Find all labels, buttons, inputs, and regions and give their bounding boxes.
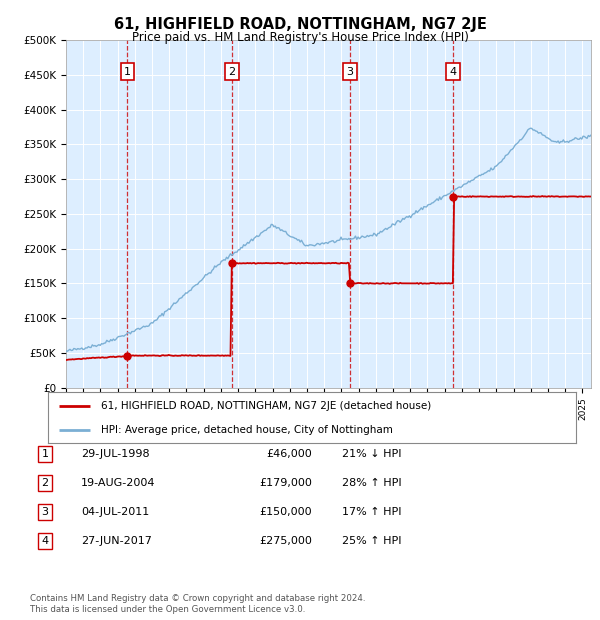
Text: £150,000: £150,000 <box>259 507 312 517</box>
Text: 3: 3 <box>347 66 353 76</box>
Text: 29-JUL-1998: 29-JUL-1998 <box>81 449 149 459</box>
Text: 19-AUG-2004: 19-AUG-2004 <box>81 478 155 488</box>
Text: 4: 4 <box>449 66 457 76</box>
Text: 27-JUN-2017: 27-JUN-2017 <box>81 536 152 546</box>
Text: 28% ↑ HPI: 28% ↑ HPI <box>342 478 401 488</box>
Text: 3: 3 <box>41 507 49 517</box>
Text: Price paid vs. HM Land Registry's House Price Index (HPI): Price paid vs. HM Land Registry's House … <box>131 31 469 44</box>
Text: £179,000: £179,000 <box>259 478 312 488</box>
Text: 61, HIGHFIELD ROAD, NOTTINGHAM, NG7 2JE: 61, HIGHFIELD ROAD, NOTTINGHAM, NG7 2JE <box>113 17 487 32</box>
Text: 1: 1 <box>41 449 49 459</box>
Text: 21% ↓ HPI: 21% ↓ HPI <box>342 449 401 459</box>
Text: Contains HM Land Registry data © Crown copyright and database right 2024.
This d: Contains HM Land Registry data © Crown c… <box>30 595 365 614</box>
Text: 4: 4 <box>41 536 49 546</box>
Text: 25% ↑ HPI: 25% ↑ HPI <box>342 536 401 546</box>
Text: 2: 2 <box>41 478 49 488</box>
Text: 61, HIGHFIELD ROAD, NOTTINGHAM, NG7 2JE (detached house): 61, HIGHFIELD ROAD, NOTTINGHAM, NG7 2JE … <box>101 401 431 411</box>
Text: HPI: Average price, detached house, City of Nottingham: HPI: Average price, detached house, City… <box>101 425 392 435</box>
Text: 1: 1 <box>124 66 131 76</box>
Text: 04-JUL-2011: 04-JUL-2011 <box>81 507 149 517</box>
Text: £275,000: £275,000 <box>259 536 312 546</box>
Text: 2: 2 <box>228 66 235 76</box>
Text: £46,000: £46,000 <box>266 449 312 459</box>
Text: 17% ↑ HPI: 17% ↑ HPI <box>342 507 401 517</box>
